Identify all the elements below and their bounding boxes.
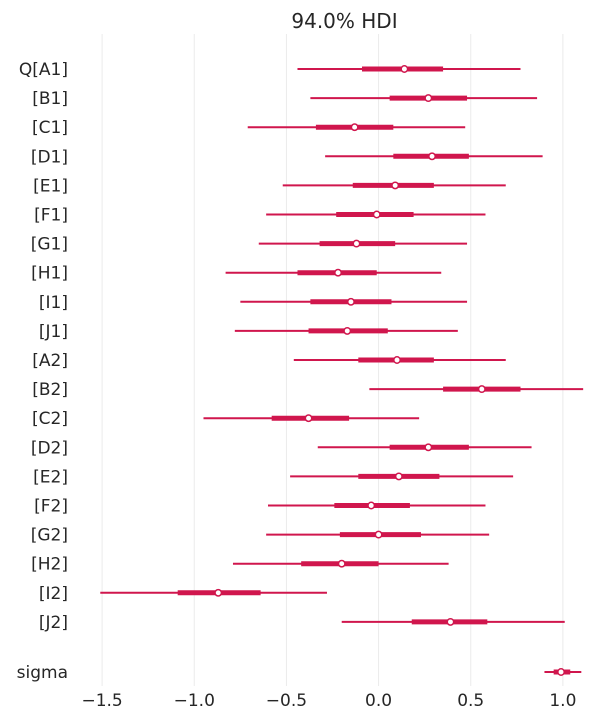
row-[I1] [240, 297, 468, 306]
row-label: [B1] [32, 89, 68, 109]
row-label: [D2] [31, 438, 68, 458]
row-[B1] [310, 94, 538, 103]
row-[D2] [317, 443, 532, 452]
point-estimate [446, 617, 455, 626]
point-estimate [374, 530, 383, 539]
x-axis-ticks: −1.5 −1.0 −0.5 0.0 0.5 1.0 [81, 691, 576, 711]
x-tick-label: 0.5 [457, 691, 484, 711]
point-estimate [424, 94, 433, 103]
row-[G1] [258, 239, 468, 248]
point-estimate [350, 123, 359, 132]
row-[B2] [369, 385, 584, 394]
row-label: Q[A1] [19, 60, 68, 80]
row-label: [I1] [39, 293, 68, 313]
row-labels: Q[A1] [B1] [C1] [D1] [E1] [F1] [G1] [H1] [I1] [J1… [17, 60, 68, 683]
row-[D1] [325, 152, 543, 161]
row-label: [E1] [33, 176, 68, 196]
x-tick-label: 1.0 [549, 691, 576, 711]
row-label: [A2] [32, 351, 68, 371]
point-estimate [400, 65, 409, 73]
row-label: [B2] [32, 380, 68, 400]
point-estimate [393, 356, 401, 364]
point-estimate [334, 268, 342, 277]
row-[E1] [282, 181, 506, 190]
point-estimate [394, 472, 403, 481]
row-label: [F1] [34, 206, 68, 226]
row-label: sigma [17, 663, 68, 683]
point-estimate [428, 152, 436, 161]
row-[I2] [100, 588, 327, 597]
row-[F2] [267, 501, 486, 510]
row-label: [C2] [32, 409, 68, 429]
row-label: [G2] [31, 526, 68, 546]
point-estimate [352, 239, 361, 248]
row-label: [G1] [31, 235, 68, 255]
row-[E2] [290, 472, 514, 481]
row-[J1] [234, 326, 458, 335]
row-label: [H2] [31, 555, 68, 575]
row-[H1] [225, 268, 442, 277]
point-estimate [304, 414, 313, 423]
row-Q[A1] [297, 65, 521, 73]
interval-marks [100, 65, 584, 676]
row-[C2] [203, 414, 420, 423]
point-estimate [424, 443, 433, 452]
point-estimate [372, 210, 381, 219]
row-label: [C1] [32, 118, 68, 138]
row-label: [E2] [33, 467, 68, 487]
row-label: [J2] [39, 613, 68, 633]
row-label: [J1] [39, 322, 68, 342]
row-label: [I2] [39, 584, 68, 604]
row-[F1] [266, 210, 486, 219]
row-label: [D1] [31, 147, 68, 167]
point-estimate [343, 326, 352, 335]
row-label: [H1] [31, 264, 68, 284]
x-tick-label: 0.0 [365, 691, 392, 711]
chart-title: 94.0% HDI [291, 9, 397, 33]
point-estimate [346, 297, 355, 306]
row-[J2] [341, 617, 565, 626]
x-tick-label: −0.5 [266, 691, 307, 711]
point-estimate [391, 181, 400, 190]
x-tick-label: −1.5 [81, 691, 122, 711]
x-tick-label: −1.0 [174, 691, 215, 711]
point-estimate [214, 588, 223, 597]
row-label: [F2] [34, 497, 68, 517]
point-estimate [557, 668, 565, 676]
row-[A2] [293, 356, 506, 364]
point-estimate [477, 385, 486, 394]
point-estimate [367, 501, 376, 510]
row-[C1] [247, 123, 466, 132]
point-estimate [337, 559, 346, 568]
row-[H2] [232, 559, 449, 568]
row-sigma [544, 668, 582, 676]
row-[G2] [266, 530, 490, 539]
